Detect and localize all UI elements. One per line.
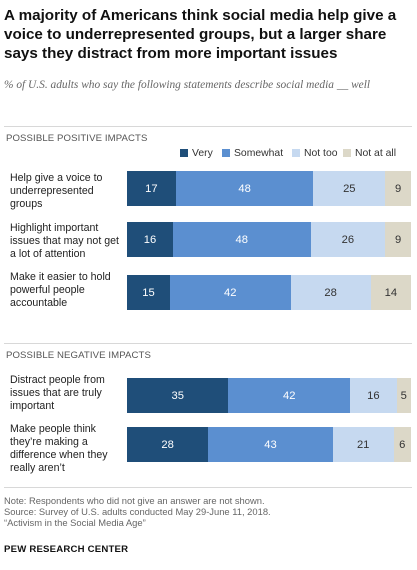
stacked-bar: 35 42 16 5	[127, 378, 411, 413]
bar-segment-not-too: 16	[350, 378, 397, 413]
bar-segment-very: 15	[127, 275, 171, 310]
data-label: 16	[367, 389, 380, 402]
data-label: 6	[399, 438, 406, 451]
bar-segment-not-at-all: 5	[396, 378, 411, 413]
data-label: 17	[145, 182, 158, 195]
bar-segment-somewhat: 42	[170, 275, 291, 310]
chart-title: A majority of Americans think social med…	[4, 7, 397, 62]
bar-segment-not-too: 28	[290, 275, 371, 310]
bar-segment-not-at-all: 9	[385, 222, 411, 257]
row-label: Help give a voice to underrepresented gr…	[10, 172, 103, 210]
legend-label-somewhat: Somewhat	[234, 148, 284, 159]
footnote: Note: Respondents who did not give an an…	[4, 495, 271, 529]
data-label: 28	[161, 438, 174, 451]
data-label: 43	[264, 438, 277, 451]
stacked-bar: 15 42 28 14	[127, 275, 411, 310]
source-line: Source: Survey of U.S. adults conducted …	[4, 506, 271, 518]
data-label: 5	[400, 389, 407, 402]
data-label: 14	[384, 286, 398, 299]
chart-subtitle: % of U.S. adults who say the following s…	[4, 79, 371, 91]
bar-segment-somewhat: 42	[228, 378, 351, 413]
bar-segment-somewhat: 48	[175, 171, 314, 206]
data-label: 48	[238, 182, 251, 195]
legend-item-somewhat: Somewhat	[222, 148, 283, 159]
note-line: Note: Respondents who did not give an an…	[4, 495, 265, 506]
section-heading-positive: POSSIBLE POSITIVE IMPACTS	[6, 133, 148, 144]
stacked-bar: 16 48 26 9	[127, 222, 411, 257]
data-label: 16	[143, 233, 157, 246]
legend: Very Somewhat Not too Not at all	[0, 148, 417, 162]
bar-segment-not-at-all: 14	[370, 275, 411, 310]
data-label: 28	[324, 286, 337, 299]
stacked-bar: 28 43 21 6	[127, 427, 411, 462]
row-label: Distract people from issues that are tru…	[10, 374, 105, 412]
row-label: Highlight important issues that may not …	[10, 222, 119, 260]
legend-swatch-somewhat	[222, 148, 230, 157]
data-label: 35	[171, 389, 184, 402]
bar-segment-very: 16	[127, 222, 173, 257]
bar-segment-very: 35	[127, 378, 229, 413]
legend-label-not-at-all: Not at all	[355, 148, 397, 159]
legend-label-not-too: Not too	[304, 148, 338, 159]
bar-segment-very: 17	[127, 171, 176, 206]
legend-item-not-at-all: Not at all	[343, 148, 396, 159]
data-label: 26	[341, 233, 355, 246]
legend-swatch-not-too	[292, 148, 300, 157]
stacked-bar: 17 48 25 9	[127, 171, 411, 206]
data-label: 9	[394, 233, 402, 246]
legend-item-not-too: Not too	[292, 148, 338, 159]
bar-segment-somewhat: 48	[172, 222, 311, 257]
bottom-divider	[4, 487, 412, 488]
data-label: 42	[283, 389, 296, 402]
bar-segment-not-at-all: 6	[393, 427, 411, 462]
bar-segment-not-too: 26	[310, 222, 386, 257]
legend-swatch-very	[180, 148, 188, 157]
legend-item-very: Very	[180, 148, 213, 159]
data-label: 48	[235, 233, 248, 246]
top-divider	[4, 126, 412, 127]
bar-segment-very: 28	[127, 427, 209, 462]
data-label: 25	[343, 182, 356, 195]
bar-segment-not-too: 21	[332, 427, 394, 462]
bar-segment-not-too: 25	[313, 171, 386, 206]
section-heading-negative: POSSIBLE NEGATIVE IMPACTS	[6, 350, 152, 361]
data-label: 15	[142, 286, 155, 299]
data-label: 42	[224, 286, 237, 299]
data-label: 9	[394, 182, 402, 195]
row-label: Make people think they’re making a diffe…	[10, 423, 108, 474]
bar-segment-not-at-all: 9	[385, 171, 411, 206]
report-title-line: “Activism in the Social Media Age”	[4, 517, 146, 529]
legend-swatch-not-at-all	[343, 148, 351, 157]
row-label: Make it easier to hold powerful people a…	[10, 271, 111, 309]
legend-label-very: Very	[192, 148, 213, 159]
bar-segment-somewhat: 43	[208, 427, 333, 462]
section-divider	[4, 343, 412, 344]
data-label: 21	[356, 438, 370, 451]
pew-logo-text: PEW RESEARCH CENTER	[4, 544, 129, 555]
